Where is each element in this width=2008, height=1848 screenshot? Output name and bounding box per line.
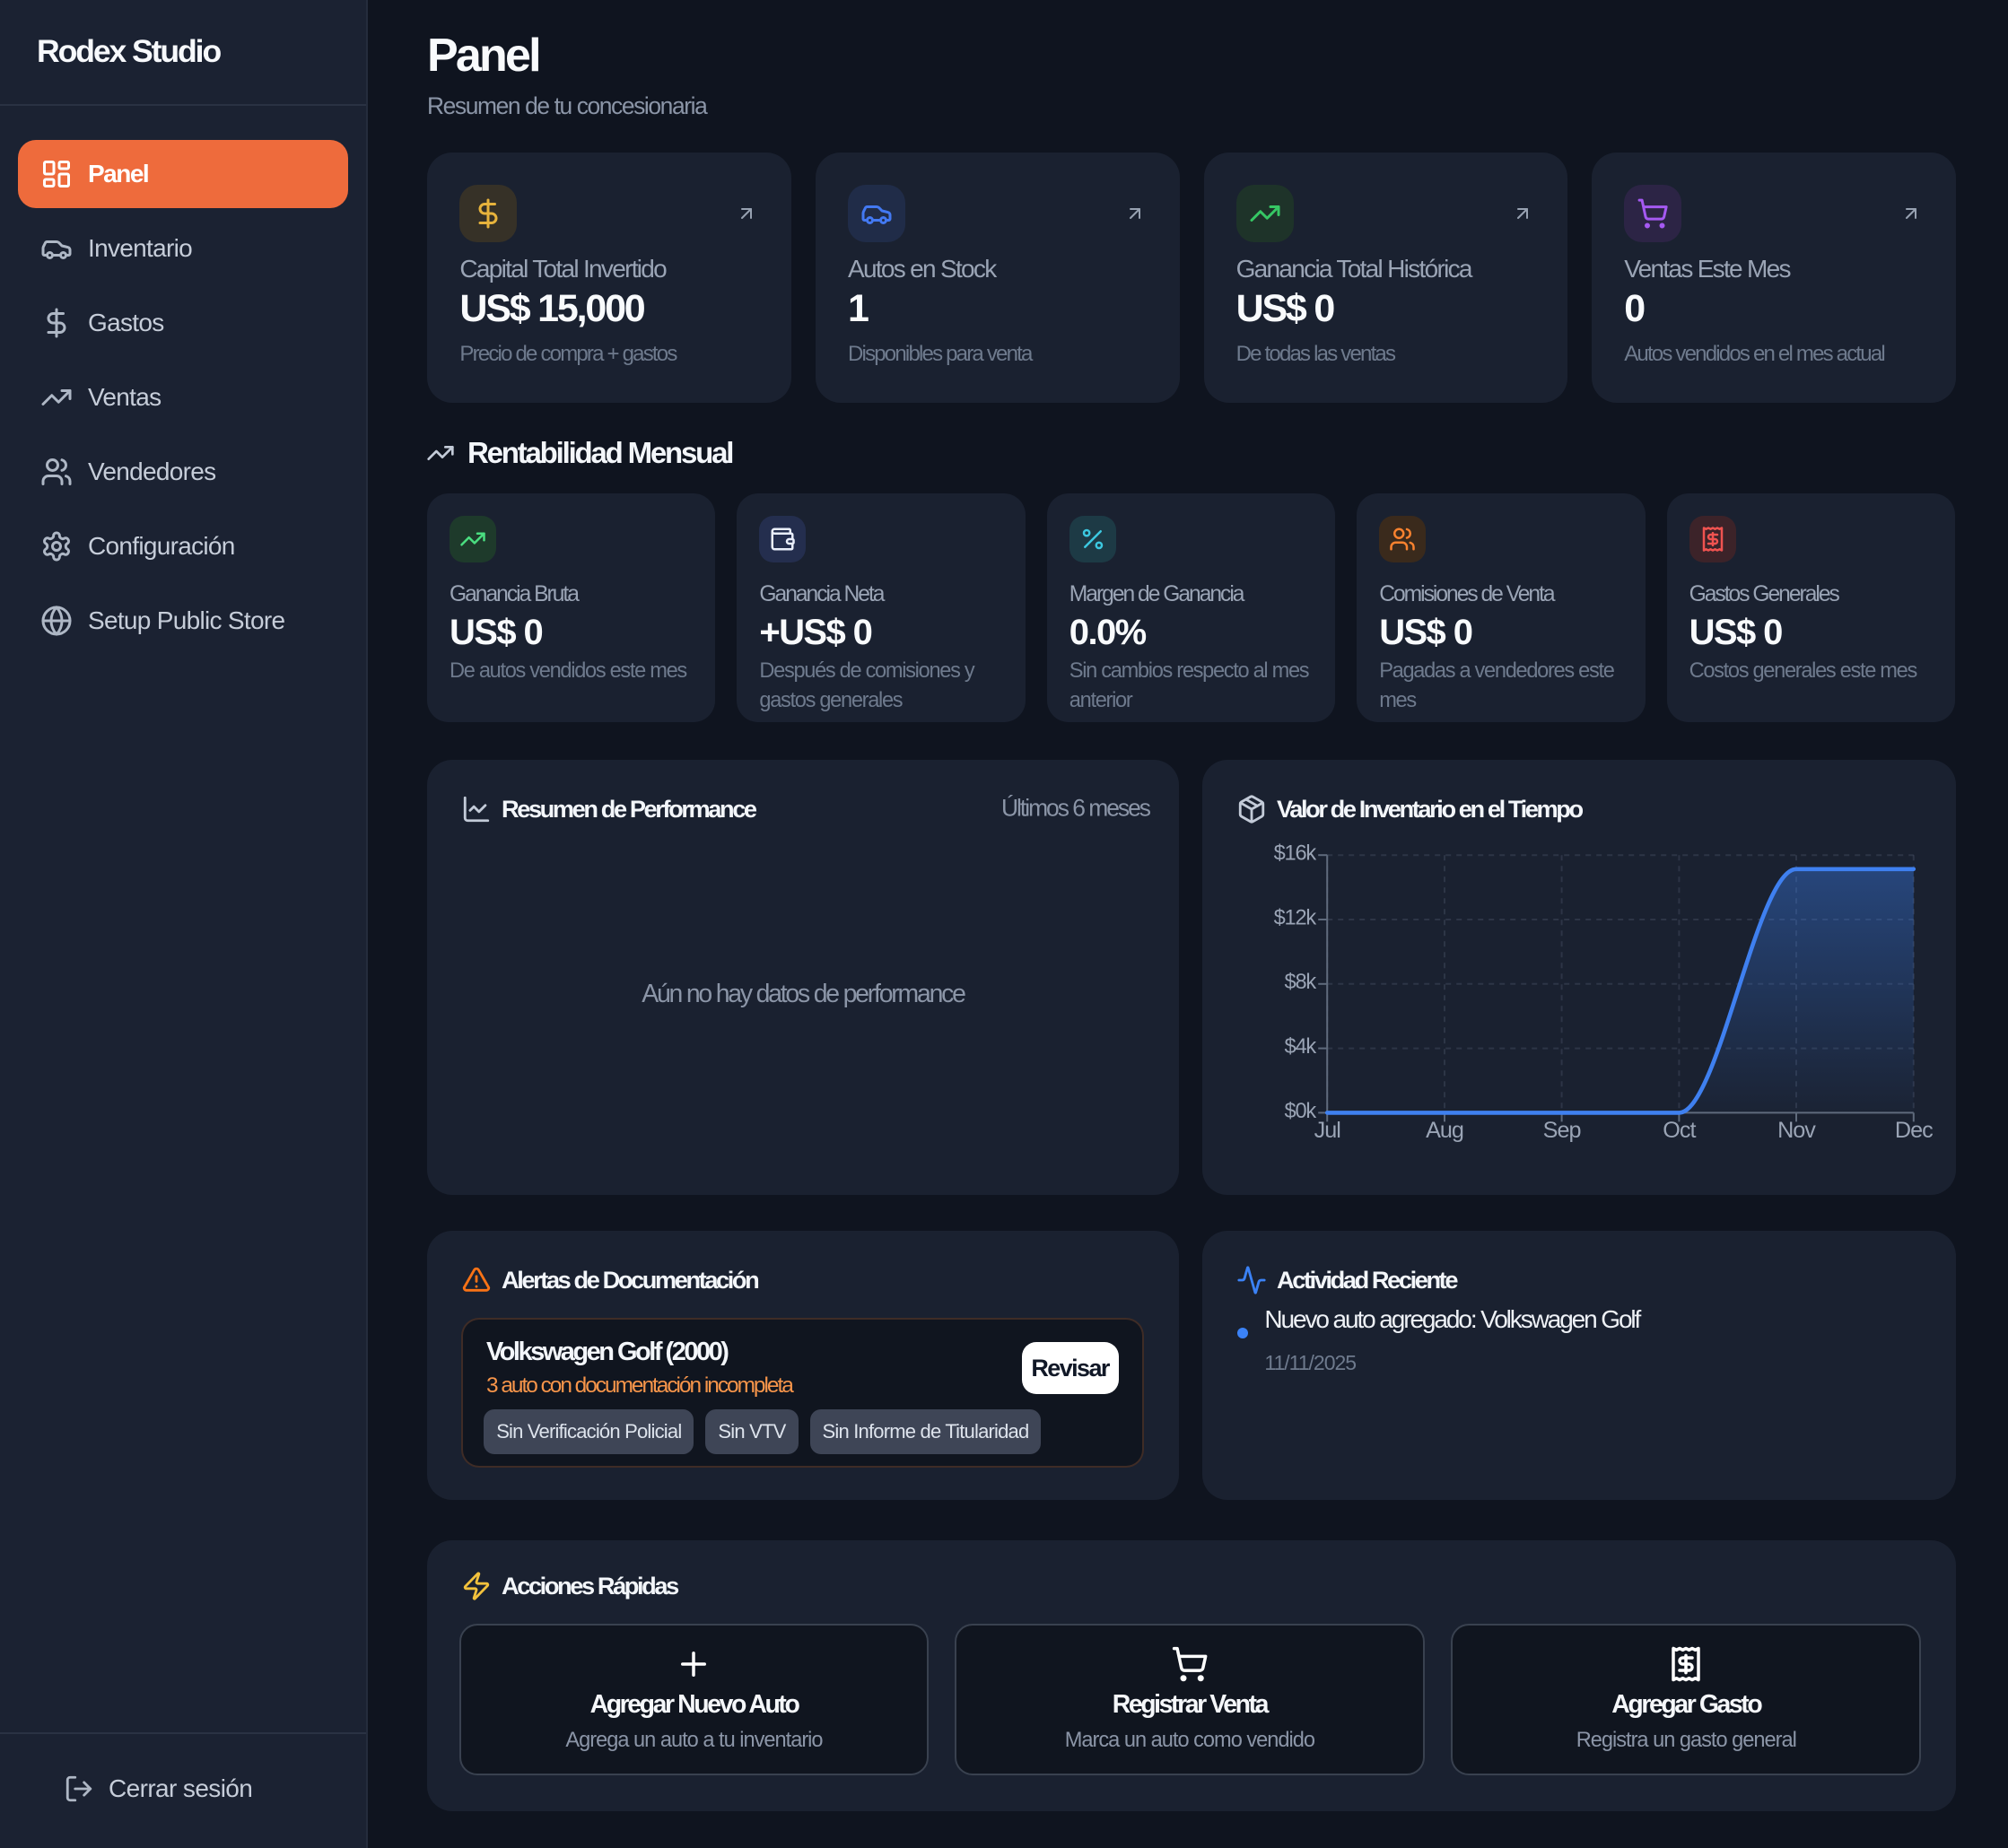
svg-text:Sep: Sep: [1543, 1118, 1581, 1143]
svg-text:Jul: Jul: [1314, 1118, 1340, 1143]
svg-text:Aug: Aug: [1426, 1118, 1463, 1143]
svg-text:Oct: Oct: [1663, 1118, 1696, 1143]
svg-text:$16k: $16k: [1274, 841, 1317, 865]
svg-text:Nov: Nov: [1777, 1118, 1816, 1143]
svg-text:$0k: $0k: [1285, 1100, 1317, 1123]
svg-text:$12k: $12k: [1274, 906, 1317, 929]
svg-text:$8k: $8k: [1285, 971, 1317, 994]
svg-text:Dec: Dec: [1895, 1118, 1933, 1143]
svg-text:$4k: $4k: [1285, 1035, 1317, 1059]
